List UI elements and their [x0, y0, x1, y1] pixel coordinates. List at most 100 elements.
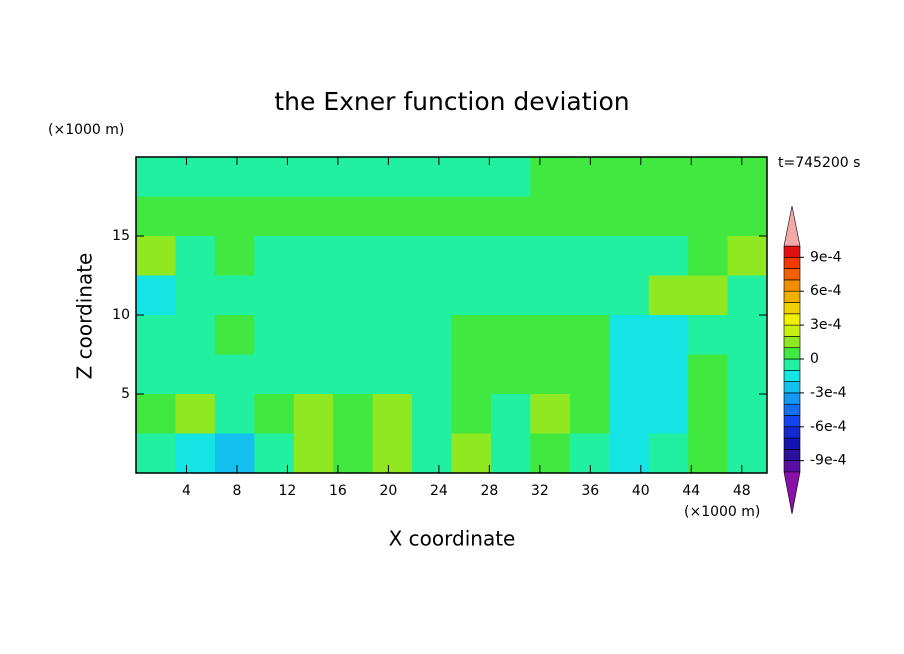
contour-cell	[727, 315, 768, 355]
contour-cell	[293, 394, 334, 434]
contour-cell	[688, 275, 729, 316]
contour-cell	[451, 196, 492, 237]
contour-cell	[214, 354, 255, 395]
contour-cell	[609, 275, 650, 316]
contour-cell	[175, 157, 216, 197]
contour-cell	[254, 236, 295, 276]
contour-cell	[530, 157, 571, 197]
contour-cell	[688, 394, 729, 434]
colorbar-tick-label: 3e-4	[810, 317, 842, 333]
contour-cell	[136, 354, 176, 395]
contour-cell	[372, 196, 413, 237]
contour-cell	[372, 236, 413, 276]
contour-cell	[412, 196, 452, 237]
contour-cell	[293, 354, 334, 395]
contour-cell	[648, 236, 689, 276]
axes: 4 8 12 16 20 24 28 32 36 40 44 48510159e-46e-43e-40…	[112, 156, 847, 515]
contour-cell	[333, 275, 374, 316]
contour-cell	[451, 394, 492, 434]
chart-title: the Exner function deviation	[274, 87, 629, 116]
contour-cell	[254, 394, 295, 434]
colorbar-extend-low	[783, 471, 801, 515]
colorbar-swatch	[783, 460, 801, 473]
contour-cell	[490, 433, 531, 474]
colorbar-tick-label: 6e-4	[810, 283, 842, 299]
colorbar-swatch	[783, 256, 801, 269]
colorbar-swatch	[783, 245, 801, 258]
contour-cell	[175, 275, 216, 316]
x-tick-label: 44	[682, 483, 700, 499]
contour-cell	[609, 394, 650, 434]
contour-cell	[372, 354, 413, 395]
contour-cell	[688, 196, 729, 237]
contour-cell	[372, 315, 413, 355]
x-tick-label: 8	[232, 483, 241, 499]
contour-cell	[727, 275, 768, 316]
contour-cell	[293, 157, 334, 197]
contour-cell	[412, 315, 452, 355]
colorbar-swatch	[783, 279, 801, 292]
contour-cell	[688, 354, 729, 395]
contour-cell	[451, 433, 492, 474]
contour-cell	[451, 236, 492, 276]
contour-cell	[214, 275, 255, 316]
contour-cell	[293, 196, 334, 237]
contour-cell	[412, 275, 452, 316]
contour-cell	[569, 315, 610, 355]
contour-cell	[648, 394, 689, 434]
contour-cell	[688, 236, 729, 276]
x-tick-label: 24	[430, 483, 448, 499]
contour-cell	[254, 315, 295, 355]
contour-cell	[293, 433, 334, 474]
y-unit: (×1000 m)	[48, 122, 124, 138]
contour-cell	[372, 433, 413, 474]
x-axis-label: X coordinate	[389, 527, 516, 551]
x-unit: (×1000 m)	[684, 504, 760, 520]
colorbar-swatch	[783, 358, 801, 371]
contour-field	[136, 157, 768, 474]
colorbar-swatch	[783, 336, 801, 348]
contour-cell	[175, 433, 216, 474]
contour-cell	[214, 196, 255, 237]
colorbar-swatch	[783, 324, 801, 337]
colorbar-swatch	[783, 415, 801, 428]
contour-cell	[214, 157, 255, 197]
contour-cell	[136, 275, 176, 316]
contour-cell	[688, 315, 729, 355]
colorbar-tick-label: -6e-4	[810, 419, 847, 435]
contour-cell	[451, 354, 492, 395]
colorbar-swatch	[783, 392, 801, 405]
x-tick-label: 28	[480, 483, 498, 499]
contour-cell	[372, 394, 413, 434]
contour-cell	[609, 433, 650, 474]
contour-cell	[293, 315, 334, 355]
x-tick-label: 40	[632, 483, 650, 499]
contour-cell	[333, 394, 374, 434]
contour-cell	[175, 315, 216, 355]
contour-cell	[569, 236, 610, 276]
contour-cell	[490, 196, 531, 237]
contour-cell	[569, 394, 610, 434]
contour-cell	[412, 354, 452, 395]
y-tick-label: 10	[112, 307, 130, 323]
contour-cell	[412, 394, 452, 434]
contour-cell	[609, 157, 650, 197]
contour-cell	[451, 315, 492, 355]
x-tick-label: 4	[182, 483, 191, 499]
contour-cell	[648, 157, 689, 197]
contour-cell	[333, 315, 374, 355]
x-tick-label: 20	[379, 483, 397, 499]
x-tick-label: 36	[581, 483, 599, 499]
contour-cell	[490, 275, 531, 316]
contour-cell	[214, 236, 255, 276]
contour-cell	[648, 354, 689, 395]
contour-cell	[490, 315, 531, 355]
time-annotation: t=745200 s	[778, 155, 860, 171]
contour-cell	[333, 433, 374, 474]
contour-cell	[490, 157, 531, 197]
contour-cell	[175, 394, 216, 434]
colorbar-swatch	[783, 347, 801, 360]
x-tick-label: 16	[329, 483, 347, 499]
colorbar-swatch	[783, 381, 801, 394]
